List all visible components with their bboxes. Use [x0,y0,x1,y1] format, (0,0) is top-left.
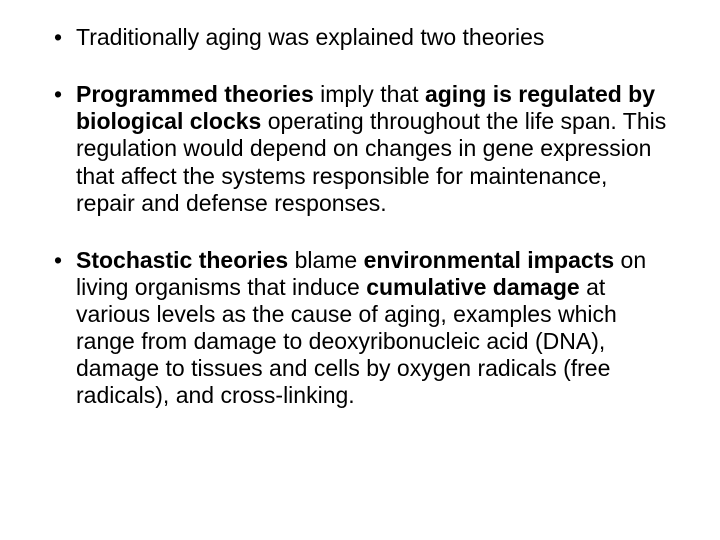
bullet-item: Programmed theories imply that aging is … [48,81,672,217]
text-run: Stochastic theories [76,247,288,273]
text-run: imply that [314,81,425,107]
bullet-item: Traditionally aging was explained two th… [48,24,672,51]
bullet-list: Traditionally aging was explained two th… [48,24,672,410]
text-run: cumulative damage [366,274,579,300]
text-run: blame [288,247,363,273]
text-run: environmental impacts [364,247,615,273]
text-run: Traditionally aging was explained two th… [76,24,544,50]
bullet-item: Stochastic theories blame environmental … [48,247,672,410]
slide: Traditionally aging was explained two th… [0,0,720,540]
text-run: Programmed theories [76,81,314,107]
